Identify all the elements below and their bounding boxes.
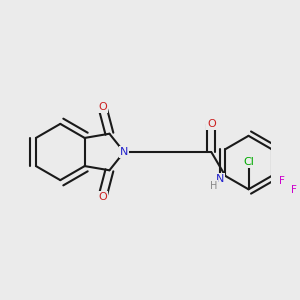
Text: O: O [98, 192, 107, 202]
Text: O: O [98, 102, 107, 112]
Text: F: F [292, 185, 297, 195]
Text: N: N [120, 147, 128, 157]
Text: F: F [279, 176, 285, 186]
Text: F: F [299, 171, 300, 181]
Text: H: H [210, 181, 217, 191]
Text: Cl: Cl [243, 157, 254, 167]
Text: N: N [216, 174, 224, 184]
Text: O: O [207, 119, 216, 129]
